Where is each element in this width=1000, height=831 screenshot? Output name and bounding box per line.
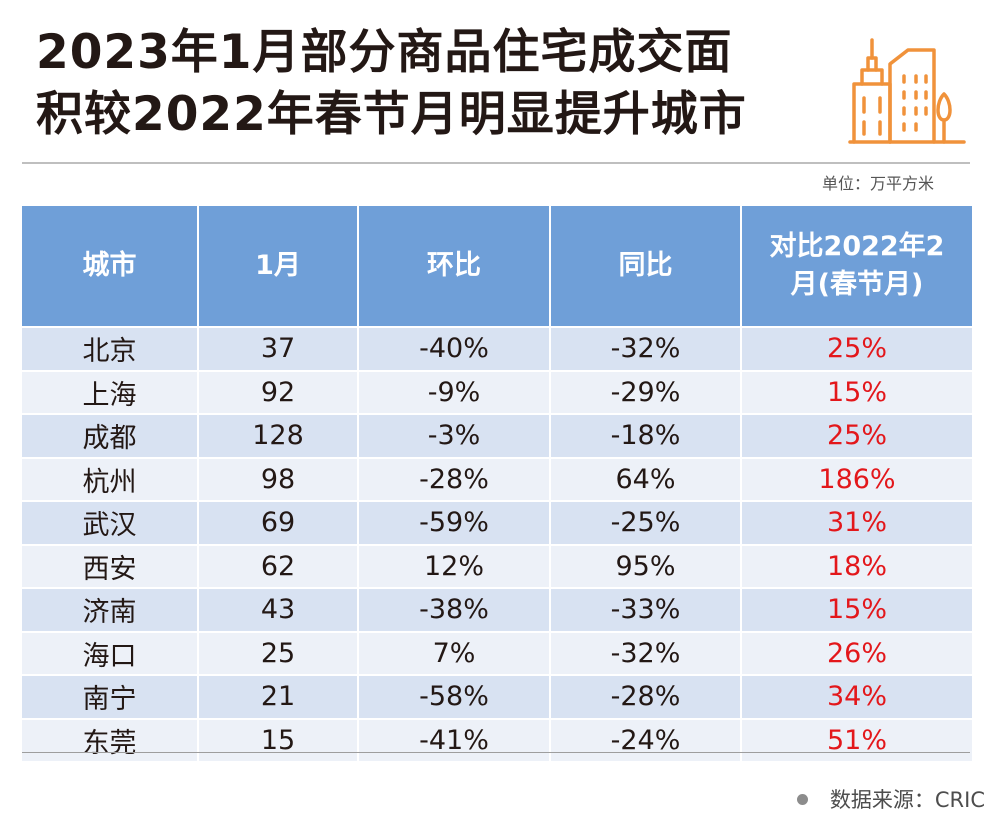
city-cell: 南宁 [22,674,199,719]
city-cell: 上海 [22,369,199,414]
value-cell: 43 [198,587,359,632]
city-cell: 武汉 [22,500,199,545]
value-cell: -32% [550,630,742,675]
column-header: 城市 [22,206,199,327]
value-cell: 69 [198,500,359,545]
value-cell: -41% [358,717,551,761]
column-header-text: 环比 [427,250,481,281]
value-cell: 34% [741,674,972,719]
value-cell: -24% [550,717,742,761]
value-cell: -9% [358,369,551,414]
title-line-1: 2023年1月部分商品住宅成交面 [36,25,733,80]
value-cell: 64% [550,456,742,501]
column-header-text: 1月 [255,250,301,281]
value-cell: 15 [198,717,359,761]
city-cell: 北京 [22,326,199,371]
value-cell: 15% [741,369,972,414]
value-cell: 37 [198,326,359,371]
value-cell: 51% [741,717,972,761]
city-cell: 杭州 [22,456,199,501]
value-cell: 62 [198,543,359,588]
value-cell: 25 [198,630,359,675]
table-header-row: 城市 1月 环比 同比 对比2022年2 月(春节月) [22,206,972,327]
bottom-divider [22,752,970,753]
table-row: 杭州 98 -28% 64% 186% [22,456,972,501]
value-cell: 98 [198,456,359,501]
top-divider [22,162,970,164]
value-cell: 15% [741,587,972,632]
table-row: 东莞 15 -41% -24% 51% [22,717,972,761]
value-cell: -29% [550,369,742,414]
source-label: 数据来源：CRIC [829,788,985,812]
bullet-dot-icon [796,793,808,805]
table-row: 西安 62 12% 95% 18% [22,543,972,588]
value-cell: 21 [198,674,359,719]
column-header: 环比 [358,206,551,327]
data-table: 城市 1月 环比 同比 对比2022年2 月(春节月) 北京 37 -40% -32% 25% 上海… [22,206,972,761]
chart-title: 2023年1月部分商品住宅成交面 积较2022年春节月明显提升城市 [36,22,826,146]
value-cell: 92 [198,369,359,414]
column-header: 1月 [198,206,359,327]
column-header-text: 对比2022年2 [769,231,945,262]
column-header: 对比2022年2 月(春节月) [741,206,972,327]
value-cell: 18% [741,543,972,588]
table-row: 海口 25 7% -32% 26% [22,630,972,675]
value-cell: 25% [741,413,972,458]
table-body: 北京 37 -40% -32% 25% 上海 92 -9% -29% 15% 成都 128 -3% -18… [22,326,972,761]
value-cell: -59% [358,500,551,545]
column-header: 同比 [550,206,742,327]
city-buildings-icon [848,38,966,144]
value-cell: 31% [741,500,972,545]
value-cell: -58% [358,674,551,719]
city-cell: 西安 [22,543,199,588]
value-cell: 7% [358,630,551,675]
table-row: 成都 128 -3% -18% 25% [22,413,972,458]
value-cell: -3% [358,413,551,458]
source-note: 数据来源：CRIC [796,784,985,814]
value-cell: 95% [550,543,742,588]
city-cell: 东莞 [22,717,199,761]
column-header-text: 城市 [82,250,137,281]
value-cell: -18% [550,413,742,458]
unit-label: 单位：万平方米 [821,174,934,193]
city-cell: 成都 [22,413,199,458]
table-row: 武汉 69 -59% -25% 31% [22,500,972,545]
value-cell: 128 [198,413,359,458]
city-cell: 济南 [22,587,199,632]
value-cell: 12% [358,543,551,588]
table-row: 上海 92 -9% -29% 15% [22,369,972,414]
city-cell: 海口 [22,630,199,675]
table-row: 南宁 21 -58% -28% 34% [22,674,972,719]
value-cell: -40% [358,326,551,371]
value-cell: -25% [550,500,742,545]
value-cell: 25% [741,326,972,371]
value-cell: -38% [358,587,551,632]
value-cell: -28% [550,674,742,719]
value-cell: -33% [550,587,742,632]
column-header-text: 月(春节月) [790,269,924,300]
value-cell: -28% [358,456,551,501]
table-row: 北京 37 -40% -32% 25% [22,326,972,371]
title-line-2: 积较2022年春节月明显提升城市 [36,87,747,142]
value-cell: -32% [550,326,742,371]
table-row: 济南 43 -38% -33% 15% [22,587,972,632]
column-header-text: 同比 [618,250,673,281]
value-cell: 26% [741,630,972,675]
value-cell: 186% [741,456,972,501]
